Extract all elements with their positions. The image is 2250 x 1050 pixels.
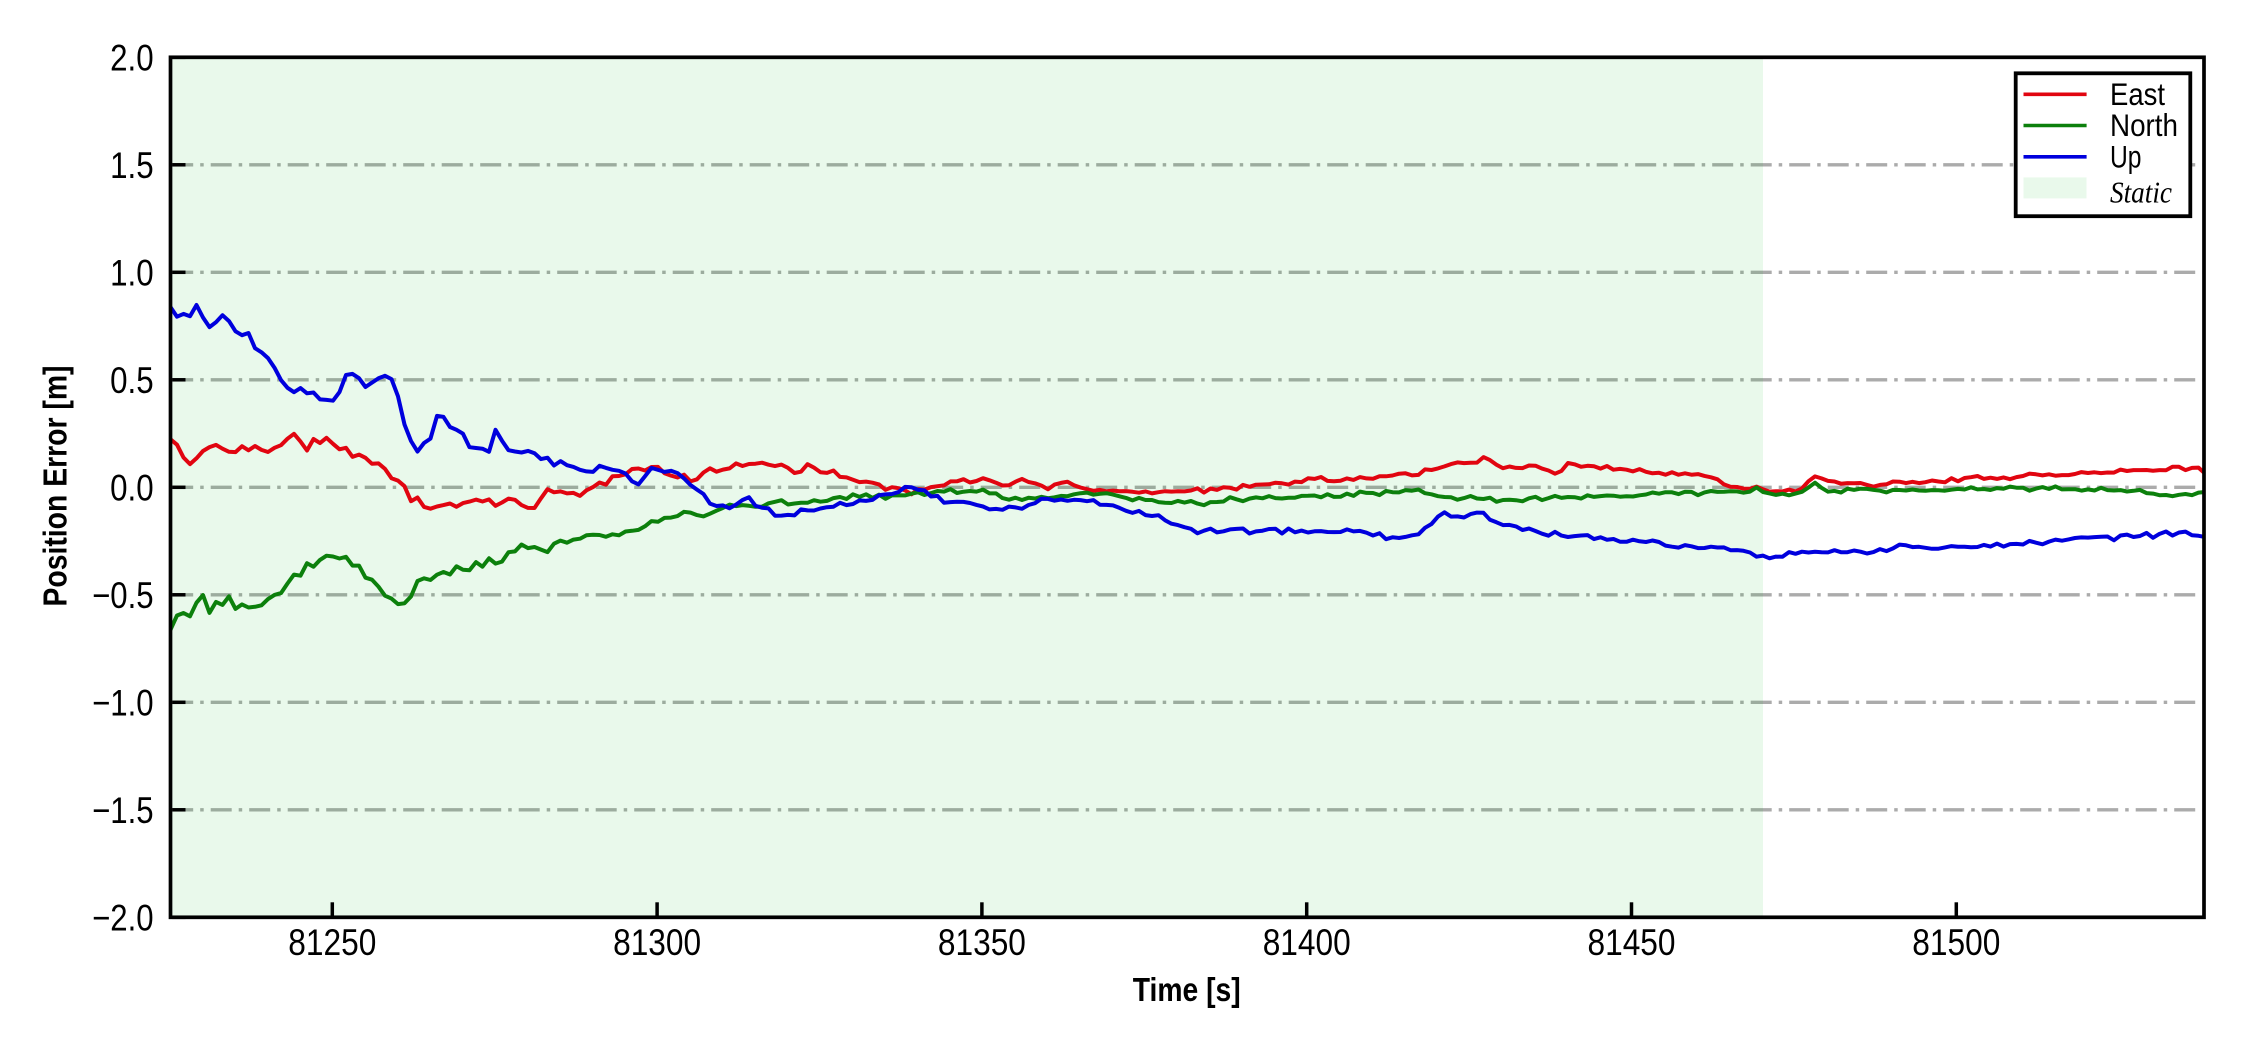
svg-text:North: North bbox=[2110, 107, 2178, 143]
svg-text:East: East bbox=[2110, 76, 2165, 112]
svg-text:81350: 81350 bbox=[938, 922, 1026, 963]
svg-text:−1.5: −1.5 bbox=[92, 790, 154, 831]
svg-text:−1.0: −1.0 bbox=[92, 682, 154, 723]
svg-text:Position Error [m]: Position Error [m] bbox=[36, 366, 73, 607]
svg-text:0.5: 0.5 bbox=[110, 360, 154, 401]
svg-text:81500: 81500 bbox=[1912, 922, 2000, 963]
svg-text:81300: 81300 bbox=[613, 922, 701, 963]
svg-text:−2.0: −2.0 bbox=[92, 897, 154, 938]
svg-text:Time [s]: Time [s] bbox=[1133, 971, 1241, 1008]
svg-text:2.0: 2.0 bbox=[110, 37, 154, 78]
svg-text:Up: Up bbox=[2110, 138, 2142, 174]
svg-text:81400: 81400 bbox=[1263, 922, 1351, 963]
svg-text:81250: 81250 bbox=[288, 922, 376, 963]
svg-text:−0.5: −0.5 bbox=[92, 575, 154, 616]
svg-text:1.5: 1.5 bbox=[110, 145, 154, 186]
svg-text:81450: 81450 bbox=[1588, 922, 1676, 963]
svg-text:1.0: 1.0 bbox=[110, 252, 154, 293]
svg-text:0.0: 0.0 bbox=[110, 467, 154, 508]
svg-text:Static: Static bbox=[2110, 175, 2172, 210]
